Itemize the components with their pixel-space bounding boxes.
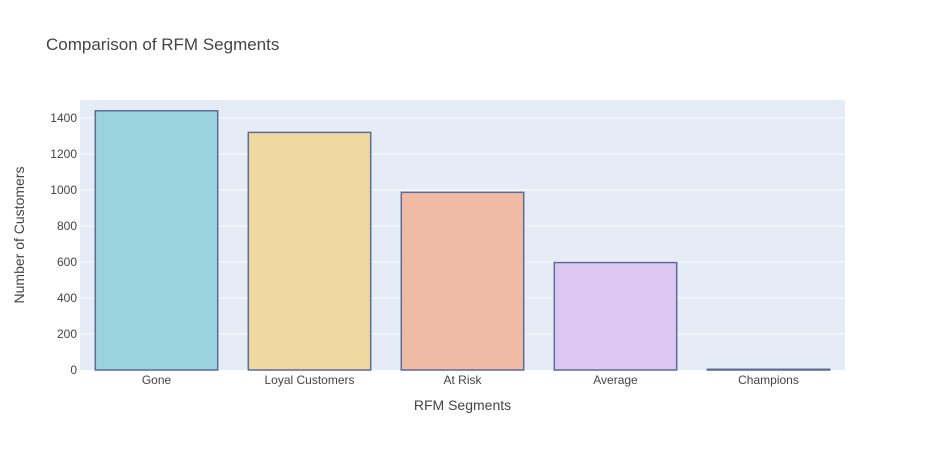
y-tick-label: 1400 bbox=[50, 111, 77, 125]
x-tick-labels: Gone Loyal Customers At Risk Average Champio… bbox=[142, 373, 799, 387]
y-tick-labels: 0 200 400 600 800 1000 1200 1400 bbox=[50, 111, 77, 377]
bars bbox=[94, 110, 831, 371]
bar-at-risk bbox=[400, 191, 525, 371]
y-axis-title: Number of Customers bbox=[11, 167, 27, 304]
y-tick-label: 1000 bbox=[50, 183, 77, 197]
x-axis-title: RFM Segments bbox=[414, 397, 511, 413]
bar-champions bbox=[706, 368, 831, 371]
y-tick-label: 800 bbox=[57, 219, 77, 233]
bar-average bbox=[553, 261, 678, 371]
bar-gone bbox=[94, 110, 219, 371]
chart-title: Comparison of RFM Segments bbox=[46, 35, 279, 54]
x-tick-label: Loyal Customers bbox=[264, 373, 354, 387]
y-tick-label: 400 bbox=[57, 291, 77, 305]
y-tick-label: 200 bbox=[57, 327, 77, 341]
x-tick-label: Champions bbox=[738, 373, 799, 387]
x-tick-label: At Risk bbox=[443, 373, 482, 387]
y-tick-label: 0 bbox=[70, 363, 77, 377]
x-tick-label: Gone bbox=[142, 373, 172, 387]
y-tick-label: 1200 bbox=[50, 147, 77, 161]
y-tick-label: 600 bbox=[57, 255, 77, 269]
x-tick-label: Average bbox=[593, 373, 638, 387]
bar-loyal-customers bbox=[247, 131, 372, 371]
